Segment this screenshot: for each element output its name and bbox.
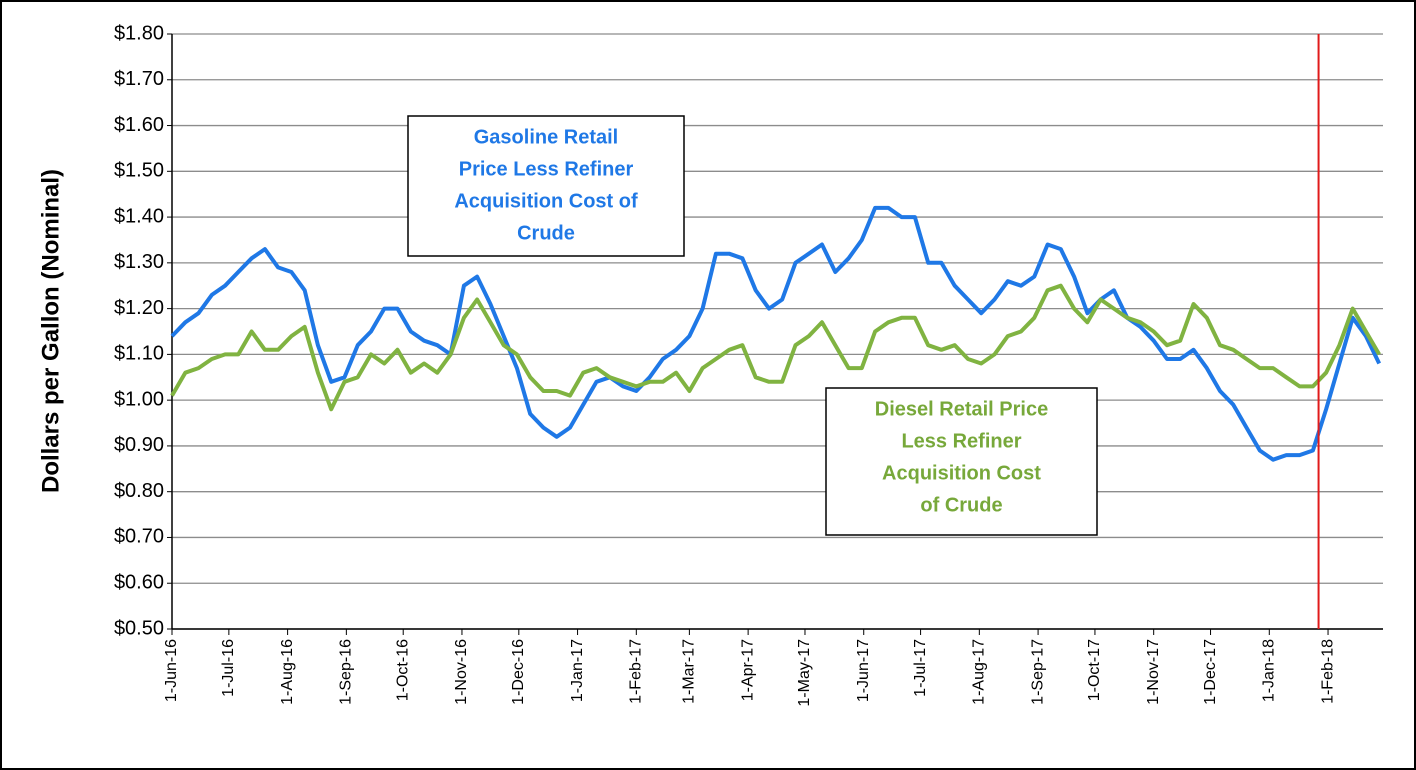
y-tick-label: $0.80 <box>114 480 164 502</box>
y-tick-label: $1.70 <box>114 68 164 90</box>
x-tick-label: 1-Feb-18 <box>1319 639 1336 704</box>
y-tick-label: $0.50 <box>114 617 164 639</box>
x-tick-label: 1-Feb-17 <box>628 639 645 704</box>
annotation-text: Diesel Retail Price <box>875 398 1048 420</box>
x-tick-label: 1-Jul-17 <box>912 639 929 697</box>
annotation-text: Acquisition Cost of <box>454 190 638 212</box>
x-tick-label: 1-Jul-16 <box>220 639 237 697</box>
x-tick-label: 1-Jun-17 <box>855 639 872 702</box>
x-tick-label: 1-Nov-17 <box>1145 639 1162 705</box>
y-axis-label: Dollars per Gallon (Nominal) <box>37 169 64 493</box>
y-tick-label: $1.20 <box>114 297 164 319</box>
y-tick-label: $1.00 <box>114 388 164 410</box>
y-tick-label: $1.30 <box>114 251 164 273</box>
annotation-text: Less Refiner <box>901 430 1021 452</box>
y-tick-label: $1.40 <box>114 205 164 227</box>
annotation-text: Acquisition Cost <box>882 462 1041 484</box>
x-tick-label: 1-May-17 <box>796 639 813 707</box>
annotation-box <box>407 115 685 257</box>
series-line <box>170 205 1381 462</box>
x-tick-label: 1-Aug-17 <box>971 639 988 705</box>
y-tick-label: $1.10 <box>114 343 164 365</box>
series-line <box>170 283 1381 412</box>
y-tick-label: $1.60 <box>114 114 164 136</box>
y-tick-label: $0.90 <box>114 434 164 456</box>
annotation-text: Crude <box>517 222 575 244</box>
x-tick-label: 1-Oct-17 <box>1086 639 1103 701</box>
y-tick-label: $1.80 <box>114 22 164 44</box>
x-tick-label: 1-Jan-18 <box>1261 639 1278 702</box>
x-tick-label: 1-Dec-17 <box>1202 639 1219 705</box>
x-tick-label: 1-Apr-17 <box>739 639 756 701</box>
x-tick-label: 1-Jan-17 <box>569 639 586 702</box>
y-tick-label: $0.70 <box>114 526 164 548</box>
x-tick-label: 1-Nov-16 <box>453 639 470 705</box>
x-tick-label: 1-Sep-16 <box>338 639 355 705</box>
annotation-box <box>825 387 1098 536</box>
x-tick-label: 1-Dec-16 <box>510 639 527 705</box>
x-tick-label: 1-Aug-16 <box>279 639 296 705</box>
annotation-text: Price Less Refiner <box>459 158 634 180</box>
y-tick-label: $1.50 <box>114 160 164 182</box>
y-tick-label: $0.60 <box>114 572 164 594</box>
x-tick-label: 1-Sep-17 <box>1029 639 1046 705</box>
annotation-text: Gasoline Retail <box>474 126 619 148</box>
annotation-text: of Crude <box>920 494 1002 516</box>
x-tick-label: 1-Jun-16 <box>163 639 180 702</box>
x-tick-label: 1-Mar-17 <box>681 639 698 704</box>
x-tick-label: 1-Oct-16 <box>394 639 411 701</box>
